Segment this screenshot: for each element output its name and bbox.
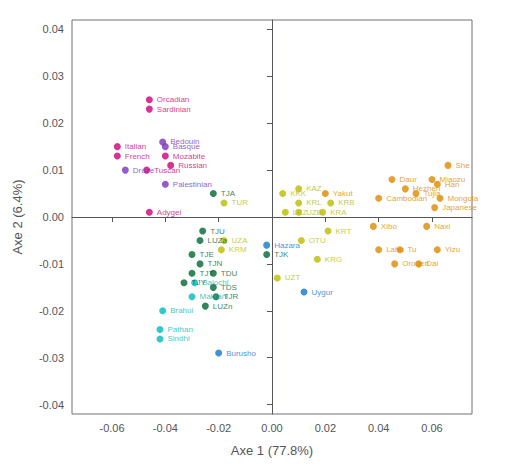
svg-text:Miaozu: Miaozu <box>439 175 466 184</box>
svg-text:UZB: UZB <box>306 208 322 217</box>
svg-text:Tuscan: Tuscan <box>154 166 180 175</box>
svg-text:UZT: UZT <box>285 273 301 282</box>
svg-text:TJT: TJT <box>200 269 214 278</box>
svg-text:Brahui: Brahui <box>170 306 193 315</box>
svg-text:0.00: 0.00 <box>43 211 64 223</box>
svg-text:Yakut: Yakut <box>333 189 354 198</box>
svg-text:0.01: 0.01 <box>43 164 64 176</box>
svg-text:Tujia: Tujia <box>423 189 441 198</box>
svg-text:Italian: Italian <box>125 142 146 151</box>
svg-text:KKK: KKK <box>290 189 307 198</box>
svg-text:-0.04: -0.04 <box>39 399 64 411</box>
svg-text:Lahu: Lahu <box>386 245 404 254</box>
svg-text:Pathan: Pathan <box>168 325 193 334</box>
svg-text:Orcadian: Orcadian <box>157 95 189 104</box>
svg-text:TJY: TJY <box>191 278 206 288</box>
svg-text:Adygei: Adygei <box>157 208 182 217</box>
svg-text:TJK: TJK <box>274 250 289 259</box>
svg-text:Balochi: Balochi <box>202 278 228 287</box>
svg-text:Tu: Tu <box>408 245 417 254</box>
svg-text:TJR: TJR <box>224 292 239 301</box>
svg-text:Japanese: Japanese <box>442 203 477 212</box>
svg-text:Han: Han <box>445 180 460 189</box>
svg-text:KAZ: KAZ <box>306 184 322 193</box>
svg-text:French: French <box>125 152 150 161</box>
svg-text:KRL: KRL <box>306 198 322 207</box>
svg-text:TUR: TUR <box>232 198 249 207</box>
svg-text:TJN: TJN <box>208 259 223 268</box>
svg-text:Druze: Druze <box>133 166 155 175</box>
svg-text:LUZn: LUZn <box>213 302 233 311</box>
svg-text:UZA: UZA <box>232 236 249 245</box>
svg-text:KRG: KRG <box>325 255 342 264</box>
svg-text:0.00: 0.00 <box>261 422 282 434</box>
svg-text:TJA: TJA <box>221 189 236 198</box>
svg-text:Burusho: Burusho <box>226 349 256 358</box>
svg-text:KRM: KRM <box>229 245 247 254</box>
svg-text:Sardinian: Sardinian <box>157 105 191 114</box>
svg-text:TJU: TJU <box>210 227 225 236</box>
svg-text:0.06: 0.06 <box>421 422 442 434</box>
svg-text:-0.02: -0.02 <box>39 305 64 317</box>
svg-text:Makrani: Makrani <box>199 292 228 302</box>
svg-text:Uygur: Uygur <box>312 288 334 297</box>
svg-text:0.02: 0.02 <box>43 117 64 129</box>
svg-text:-0.06: -0.06 <box>99 422 124 434</box>
svg-text:TDU: TDU <box>221 269 238 278</box>
svg-text:-0.02: -0.02 <box>206 422 231 434</box>
svg-text:Oroqen: Oroqen <box>402 259 429 268</box>
svg-text:Mozabite: Mozabite <box>173 152 206 161</box>
svg-text:0.03: 0.03 <box>43 70 64 82</box>
svg-text:Dai: Dai <box>426 259 438 268</box>
svg-text:Russian: Russian <box>178 161 207 170</box>
svg-text:Xibo: Xibo <box>381 222 398 231</box>
svg-text:0.04: 0.04 <box>43 23 64 35</box>
svg-text:Cambodian: Cambodian <box>386 194 427 203</box>
svg-text:KRT: KRT <box>336 227 352 236</box>
svg-text:LKZ: LKZ <box>292 207 308 217</box>
svg-text:Daur: Daur <box>400 175 418 184</box>
svg-text:-0.03: -0.03 <box>39 352 64 364</box>
svg-text:Basque: Basque <box>173 142 201 151</box>
svg-text:OTU: OTU <box>309 236 326 245</box>
svg-text:KRA: KRA <box>330 208 347 217</box>
svg-text:-0.01: -0.01 <box>39 258 64 270</box>
svg-text:Axe 1 (77.8%): Axe 1 (77.8%) <box>231 443 313 458</box>
svg-text:KRB: KRB <box>338 198 354 207</box>
svg-text:Yizu: Yizu <box>445 245 460 254</box>
svg-text:0.02: 0.02 <box>315 422 336 434</box>
svg-text:She: She <box>456 161 471 170</box>
svg-text:Hazara: Hazara <box>274 241 300 250</box>
svg-text:0.04: 0.04 <box>368 422 389 434</box>
svg-text:TJE: TJE <box>200 250 214 259</box>
svg-text:Sindhi: Sindhi <box>168 334 190 343</box>
svg-text:Mongola: Mongola <box>448 194 479 203</box>
svg-text:-0.04: -0.04 <box>153 422 178 434</box>
svg-text:Naxi: Naxi <box>434 222 450 231</box>
svg-text:Axe 2 (6.4%): Axe 2 (6.4%) <box>10 179 25 254</box>
svg-text:Palestinian: Palestinian <box>173 180 212 189</box>
svg-text:TDS: TDS <box>220 282 237 292</box>
svg-text:LUZa: LUZa <box>208 236 228 245</box>
